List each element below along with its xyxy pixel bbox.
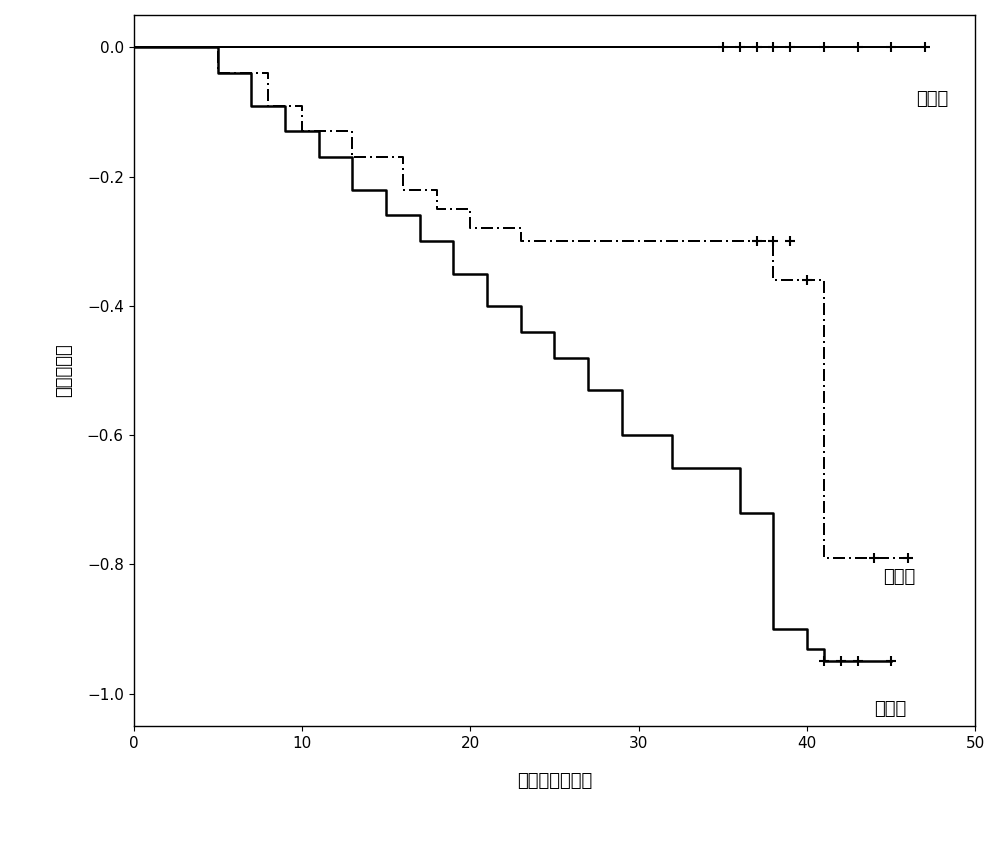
- Text: 第一组: 第一组: [874, 700, 907, 718]
- Text: 第二组: 第二组: [883, 568, 915, 586]
- Y-axis label: 对数生存率: 对数生存率: [55, 344, 73, 397]
- Text: 第三组: 第三组: [916, 90, 949, 108]
- X-axis label: 生存时间（月）: 生存时间（月）: [517, 772, 592, 789]
